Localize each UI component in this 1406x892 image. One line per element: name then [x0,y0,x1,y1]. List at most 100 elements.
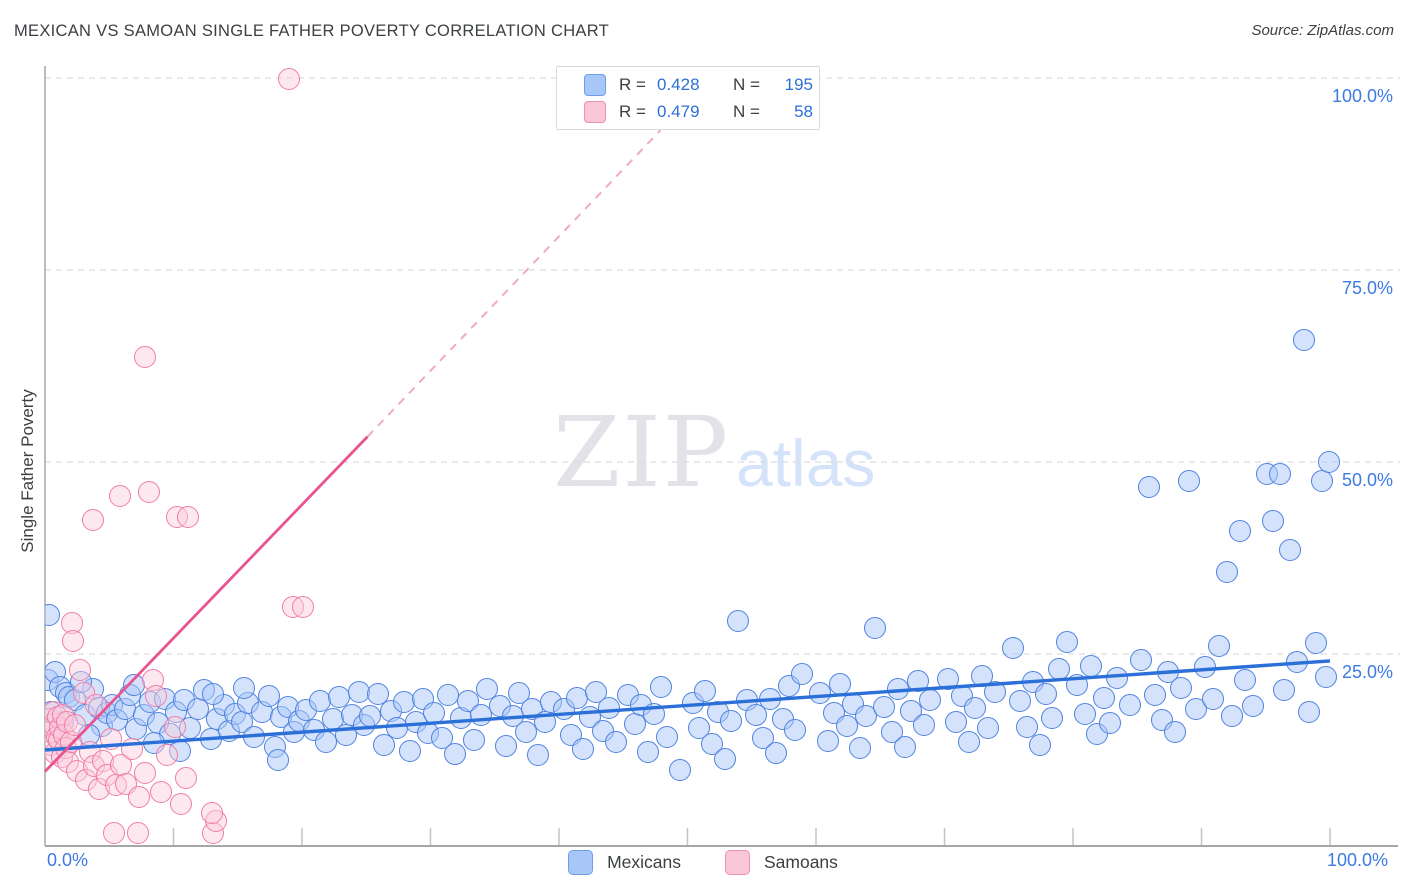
samoan-point [103,821,126,844]
mexican-point [1047,658,1070,681]
stats-row-samoans: R = 0.479 N = 58 [584,100,819,123]
mexican-point [758,687,781,710]
mexican-point [643,702,666,725]
mexican-point [1009,689,1032,712]
mexican-point [1118,693,1141,716]
mexican-point [964,696,987,719]
y-axis-title: Single Father Poverty [18,389,37,553]
mexican-point [1208,634,1231,657]
mexican-point [398,739,421,762]
mexican-point [784,719,807,742]
mexican-point [790,662,813,685]
mexican-point [726,609,749,632]
samoan-point [134,345,157,368]
chart-title: MEXICAN VS SAMOAN SINGLE FATHER POVERTY … [14,22,610,40]
mexican-point [1028,734,1051,757]
r-value-mexicans: 0.428 [657,74,700,94]
mexican-point [1229,520,1252,543]
mexican-point [1163,720,1186,743]
mexican-point [598,696,621,719]
y-tick-label: 100.0% [1331,86,1393,106]
mexican-point [912,713,935,736]
mexican-point [983,681,1006,704]
samoan-point [126,821,149,844]
mexicans-swatch-icon [584,73,606,96]
samoan-point [81,509,104,532]
mexican-point [1055,630,1078,653]
mexican-point [1262,510,1285,533]
samoan-point [278,67,301,90]
mexican-point [1073,702,1096,725]
series-legend: Mexicans Samoans [0,850,1406,875]
mexicans-swatch-icon [568,850,594,875]
mexican-point [649,676,672,699]
correlation-stats-legend: R = 0.428 N = 195 R = 0.479 N = 58 [556,66,820,130]
mexican-point [1202,688,1225,711]
r-label: R = [619,101,646,121]
n-value-samoans: 58 [794,101,813,121]
samoan-point [163,715,186,738]
mexican-point [1105,666,1128,689]
samoan-point [63,714,86,737]
samoan-point [134,762,157,785]
samoan-point [138,480,161,503]
mexican-point [572,738,595,761]
mexican-point [1194,656,1217,679]
mexican-point [1099,712,1122,735]
mexican-point [1234,669,1257,692]
mexican-point [829,672,852,695]
mexican-point [1221,705,1244,728]
mexican-point [713,748,736,771]
samoan-point [201,801,224,824]
n-label: N = [733,74,760,94]
watermark-atlas-text: atlas [735,426,876,500]
mexican-point [1268,463,1291,486]
mexican-point [463,729,486,752]
mexican-point [533,711,556,734]
samoan-point [62,629,85,652]
y-tick-label: 75.0% [1341,278,1393,298]
y-tick-label: 25.0% [1341,662,1393,682]
legend-label-samoans: Samoans [763,852,838,872]
samoan-point [121,738,144,761]
mexican-point [423,702,446,725]
legend-label-mexicans: Mexicans [607,852,681,872]
mexican-point [202,682,225,705]
mexican-point [668,758,691,781]
x-axis-max-label: 100.0% [1327,850,1389,870]
mexican-point [808,682,831,705]
mexican-point [1144,684,1167,707]
mexican-point [864,616,887,639]
mexican-point [636,741,659,764]
samoan-point [156,744,179,767]
mexican-point [919,689,942,712]
n-value-mexicans: 195 [784,74,813,94]
mexican-point [848,737,871,760]
legend-item-samoans: Samoans [724,850,838,875]
n-label: N = [733,101,760,121]
samoan-point [170,792,193,815]
samoan-point [176,506,199,529]
mexican-point [359,705,382,728]
legend-item-mexicans: Mexicans [568,850,681,875]
mexican-point [1169,676,1192,699]
mexican-point [1298,700,1321,723]
mexican-point [443,742,466,765]
samoan-point [108,484,131,507]
mexican-point [604,730,627,753]
mexican-point [1241,695,1264,718]
mexican-point [945,711,968,734]
mexican-point [527,744,550,767]
mexican-point [266,748,289,771]
r-label: R = [619,74,646,94]
samoan-point [175,766,198,789]
samoans-swatch-icon [584,100,606,123]
mexican-point [1177,470,1200,493]
samoan-point [292,596,315,619]
mexican-point [233,676,256,699]
mexican-point [906,669,929,692]
mexican-point [816,729,839,752]
mexican-point [957,731,980,754]
samoan-point [68,659,91,682]
mexican-point [1041,706,1064,729]
